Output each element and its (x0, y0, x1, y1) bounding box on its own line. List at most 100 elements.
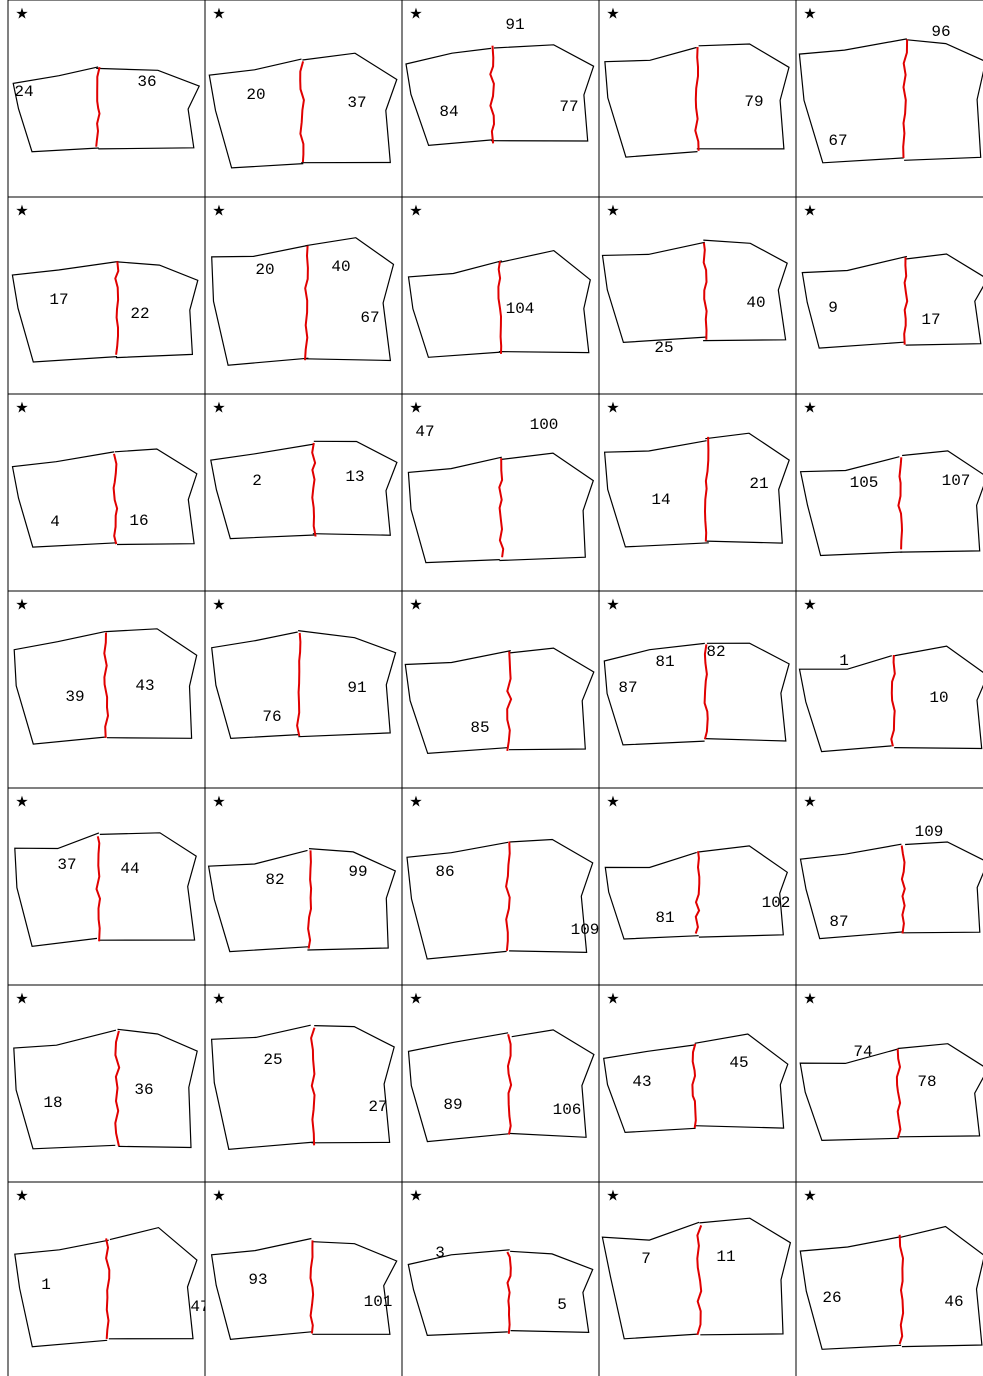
region-label: 5 (557, 1296, 567, 1314)
shared-border (300, 61, 304, 162)
star: ★ (803, 990, 816, 1008)
boundary (14, 1030, 116, 1149)
region-label: 11 (716, 1248, 735, 1266)
boundary (603, 242, 706, 342)
region-label: 24 (14, 83, 33, 101)
star: ★ (15, 793, 28, 811)
region-label: 40 (331, 258, 350, 276)
boundary (491, 45, 593, 141)
panel-grid: ★2436★2037★918477★79★9667★1722★204067★10… (0, 0, 983, 1376)
boundary (13, 67, 99, 152)
star: ★ (606, 990, 619, 1008)
region-label: 96 (931, 23, 950, 41)
shared-border (692, 1044, 695, 1128)
region-label: 17 (49, 291, 68, 309)
shared-border (903, 39, 907, 158)
boundary (509, 1030, 594, 1137)
shared-border (115, 1031, 119, 1146)
region-label: 18 (43, 1094, 62, 1112)
panel-border (8, 985, 205, 1182)
star: ★ (15, 990, 28, 1008)
panel: ★104 (409, 202, 591, 358)
region-label: 47 (415, 423, 434, 441)
shared-border (96, 67, 99, 147)
region-label: 106 (553, 1101, 582, 1119)
boundary (212, 1025, 314, 1149)
boundary (898, 1044, 983, 1137)
boundary (697, 846, 787, 937)
shared-border (507, 651, 511, 751)
region-label: 45 (729, 1054, 748, 1072)
panel: ★81102 (605, 793, 790, 940)
shared-border (897, 1049, 901, 1138)
region-label: 91 (347, 679, 366, 697)
star: ★ (212, 399, 225, 417)
panel: ★4345 (604, 990, 788, 1133)
boundary (605, 48, 698, 158)
region-label: 107 (942, 472, 971, 490)
region-label: 105 (850, 474, 879, 492)
boundary (408, 1250, 509, 1336)
region-label: 89 (443, 1096, 462, 1114)
boundary (499, 453, 593, 560)
boundary (99, 833, 196, 940)
shared-border (312, 443, 315, 537)
shared-border (898, 457, 902, 549)
boundary (904, 40, 983, 161)
boundary (906, 254, 983, 345)
region-label: 67 (828, 132, 847, 150)
region-label: 20 (255, 261, 274, 279)
panel: ★8299 (209, 793, 396, 952)
boundary (904, 842, 983, 933)
shared-border (97, 836, 101, 941)
region-label: 25 (654, 339, 673, 357)
boundary (799, 39, 906, 163)
panel: ★1421 (605, 399, 790, 547)
star: ★ (409, 5, 422, 23)
panel-border (796, 1182, 983, 1376)
panel-border (796, 197, 983, 394)
panel-border (205, 394, 402, 591)
region-label: 25 (263, 1051, 282, 1069)
panel: ★85 (405, 596, 594, 754)
region-label: 109 (571, 921, 600, 939)
boundary (800, 1237, 901, 1349)
panel-border (205, 1182, 402, 1376)
panel: ★35 (408, 1187, 592, 1336)
star: ★ (803, 596, 816, 614)
panel: ★2037 (209, 5, 396, 168)
shared-border (902, 846, 905, 934)
region-label: 102 (762, 894, 791, 912)
region-label: 9 (828, 299, 838, 317)
panel-border (599, 197, 796, 394)
panel-border (599, 1182, 796, 1376)
panel-border (205, 591, 402, 788)
shared-border (305, 246, 308, 360)
region-label: 82 (706, 643, 725, 661)
star: ★ (606, 202, 619, 220)
panel-border (796, 591, 983, 788)
star: ★ (803, 793, 816, 811)
boundary (801, 844, 904, 938)
boundary (211, 444, 315, 539)
panel-border (599, 985, 796, 1182)
panel-border (8, 788, 205, 985)
panel: ★2646 (800, 1187, 983, 1350)
boundary (694, 1034, 788, 1128)
panel-border (402, 591, 599, 788)
panel: ★147 (15, 1187, 210, 1347)
region-label: 91 (505, 16, 524, 34)
panel-border (402, 985, 599, 1182)
shared-border (104, 633, 108, 738)
panel: ★93101 (212, 1187, 397, 1340)
panel: ★79 (605, 5, 789, 158)
shared-border (115, 261, 118, 355)
region-label: 46 (944, 1293, 963, 1311)
boundary (801, 457, 903, 556)
